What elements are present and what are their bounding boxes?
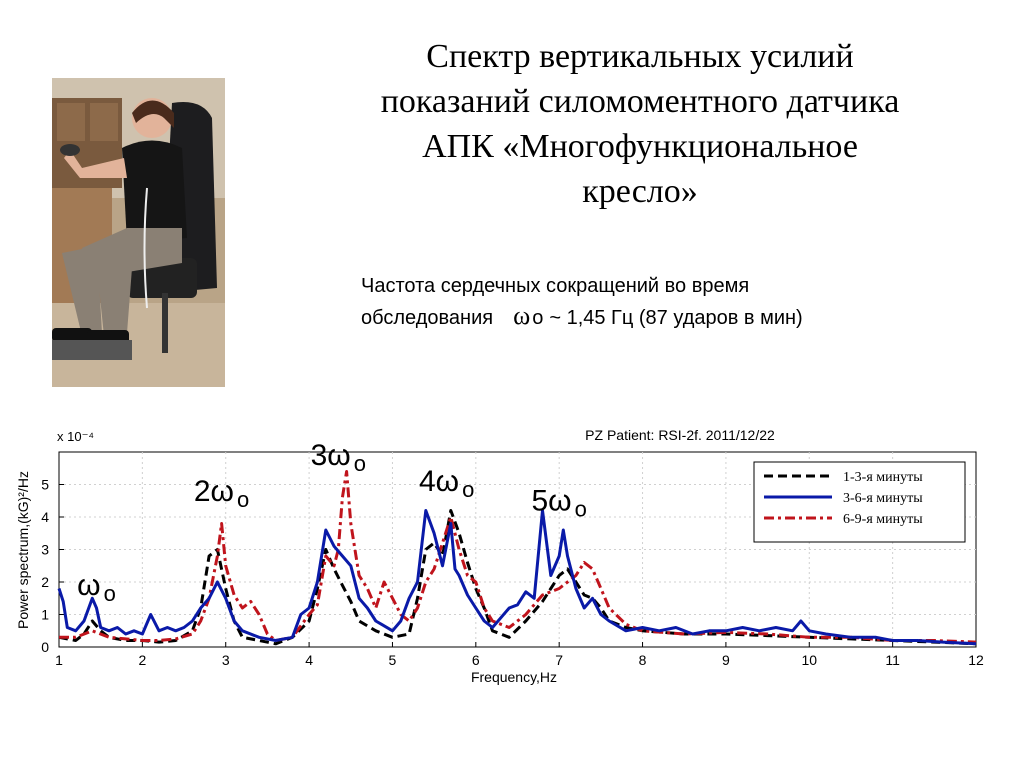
y-axis-ticks: 0 1 2 3 4 5 (41, 477, 64, 655)
omega-subscript: o (532, 307, 544, 329)
harmonic-label-2: 2ω o (194, 475, 249, 512)
x-tick-label: 11 (885, 652, 900, 668)
y-axis-label: Power spectrum,(kG)²/Hz (15, 471, 31, 629)
heart-rate-line-1: Частота сердечных сокращений во время (361, 275, 750, 297)
x-tick-label: 3 (222, 652, 230, 668)
patient-photo (52, 78, 225, 387)
legend-label-2: 3-6-я минуты (843, 491, 923, 506)
slide-title: Спектр вертикальных усилий показаний сил… (300, 34, 980, 214)
x-tick-label: 6 (472, 652, 480, 668)
heart-rate-line-2: обследования ω o ~ 1,45 Гц (87 ударов в … (361, 301, 981, 333)
x-tick-label: 2 (138, 652, 146, 668)
legend-label-1: 1-3-я минуты (843, 470, 923, 485)
title-line-1: Спектр вертикальных усилий (426, 38, 854, 75)
x-tick-label: 4 (305, 652, 313, 668)
harmonic-label-3: 3ω o (311, 439, 366, 476)
legend-label-3: 6-9-я минуты (843, 512, 923, 527)
omega-symbol: ω (513, 301, 531, 330)
series-line-2 (57, 509, 977, 646)
series-line-3 (59, 470, 977, 644)
x-tick-label: 7 (555, 652, 563, 668)
y-tick-label: 4 (41, 509, 49, 525)
series-layer (57, 470, 977, 646)
legend: 1-3-я минуты 3-6-я минуты 6-9-я минуты (753, 461, 966, 543)
harmonic-label-4: 4ω o (419, 465, 474, 502)
harmonic-label-5: 5ω o (532, 485, 587, 522)
patient-in-chair-illustration (52, 78, 225, 387)
y-tick-label: 2 (41, 574, 49, 590)
y-tick-label: 0 (41, 639, 49, 655)
heart-rate-prefix: обследования (361, 307, 494, 329)
heart-rate-note: Частота сердечных сокращений во время об… (361, 272, 981, 333)
heart-rate-value: ~ 1,45 Гц (87 ударов в мин) (549, 307, 803, 329)
y-tick-label: 1 (41, 607, 49, 623)
y-multiplier: x 10⁻⁴ (57, 429, 94, 444)
title-line-4: кресло» (582, 173, 698, 210)
x-tick-label: 10 (801, 652, 817, 668)
legend-box (753, 461, 966, 543)
x-tick-label: 9 (722, 652, 730, 668)
title-line-3: АПК «Многофункциональное (422, 128, 858, 165)
harmonic-annotations: ω o 2ω o 3ω o 4ω o 5ω o (77, 439, 587, 606)
x-axis-label: Frequency,Hz (471, 669, 557, 685)
x-tick-label: 8 (639, 652, 647, 668)
x-tick-label: 12 (968, 652, 984, 668)
y-tick-label: 3 (41, 542, 49, 558)
x-tick-label: 5 (389, 652, 397, 668)
y-tick-label: 5 (41, 477, 49, 493)
title-line-2: показаний силомоментного датчика (380, 83, 900, 120)
x-axis-ticks: 1 2 3 4 5 6 7 8 9 10 11 12 (55, 642, 984, 668)
x-tick-label: 1 (55, 652, 63, 668)
chart-title: PZ Patient: RSI-2f. 2011/12/22 (585, 427, 775, 443)
